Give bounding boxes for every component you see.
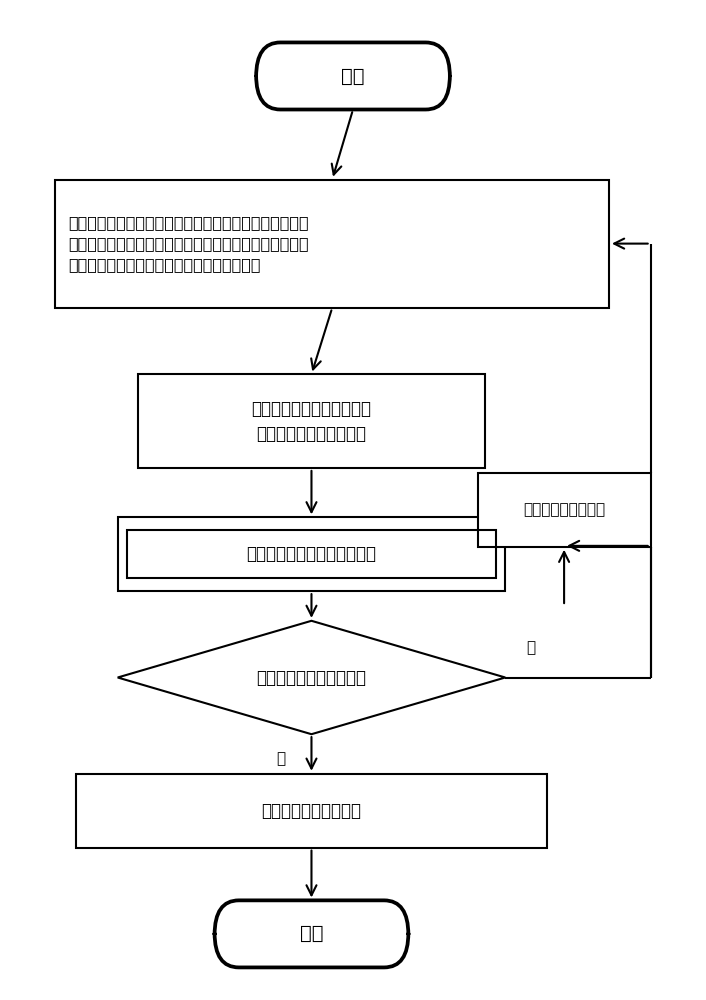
Text: 将符合条件的结果输出: 将符合条件的结果输出 — [261, 802, 361, 820]
Text: 给出提示，重新设定: 给出提示，重新设定 — [523, 502, 605, 517]
Text: 确定差分进化算法的目标函
数、设计变量及约束条件: 确定差分进化算法的目标函 数、设计变量及约束条件 — [251, 400, 371, 443]
Bar — [138, 374, 484, 468]
Bar — [477, 473, 651, 547]
Text: 是: 是 — [276, 751, 285, 766]
Polygon shape — [118, 621, 505, 734]
Bar — [76, 774, 546, 848]
Text: 结束: 结束 — [300, 924, 323, 943]
Bar — [126, 530, 496, 578]
Bar — [55, 180, 609, 308]
Text: 有可行解解满足所需精度: 有可行解解满足所需精度 — [256, 669, 366, 687]
FancyBboxPatch shape — [215, 900, 408, 967]
Text: 开始: 开始 — [341, 66, 365, 85]
Text: 差分进化算法进行求解、寻优: 差分进化算法进行求解、寻优 — [246, 545, 376, 563]
Text: 否: 否 — [526, 640, 535, 655]
Text: 输入：调整吃水前除调整舱外船舶总的排水量，重心的纵
向坐标、横向坐标和垂向坐标；调整吃水后船舶总的排水
量，浮心的纵向坐标、横向坐标和垂向坐标。: 输入：调整吃水前除调整舱外船舶总的排水量，重心的纵 向坐标、横向坐标和垂向坐标；… — [68, 215, 309, 272]
FancyBboxPatch shape — [256, 42, 450, 109]
Bar — [118, 517, 505, 591]
